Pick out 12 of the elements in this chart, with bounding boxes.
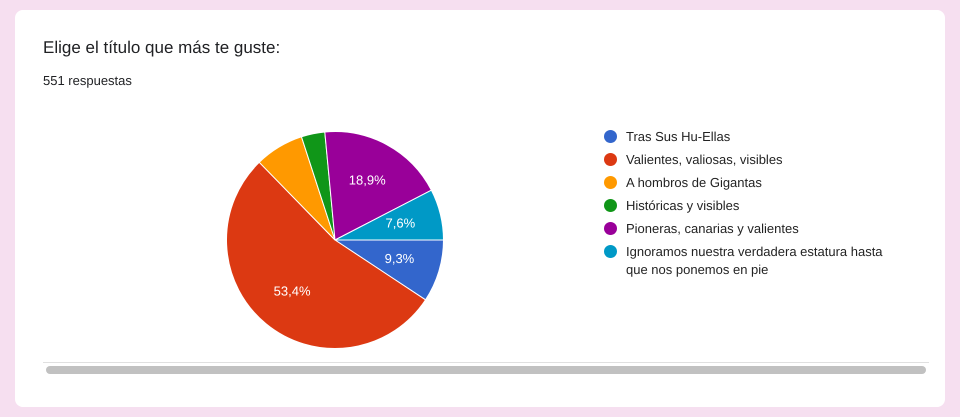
legend-label: Valientes, valiosas, visibles [626,151,783,169]
legend-label: A hombros de Gigantas [626,174,762,192]
data-label: 7,6% [386,216,416,231]
text: 551 respuestas [43,73,132,88]
data-label: 9,3% [384,250,415,266]
legend-label: Históricas y visibles [626,197,740,215]
legend-label: Ignoramos nuestra verdadera estatura hasta que nos ponemos en pie [626,243,884,279]
chart-title: Elige el título que más te guste: [43,38,280,58]
legend-label: Pioneras, canarias y valientes [626,220,799,238]
data-label: 53,4% [274,283,311,298]
data-label: 18,9% [348,172,386,188]
legend-label: Tras Sus Hu-Ellas [626,128,730,146]
